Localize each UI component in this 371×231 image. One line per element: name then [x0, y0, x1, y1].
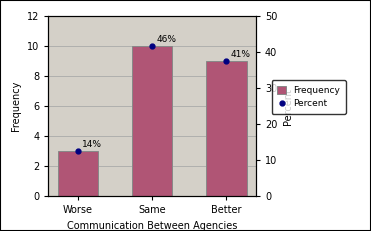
Bar: [206, 61, 247, 196]
Y-axis label: Frequency: Frequency: [11, 81, 21, 131]
Legend: Frequency, Percent: Frequency, Percent: [272, 80, 346, 114]
Bar: [132, 46, 173, 196]
X-axis label: Communication Between Agencies: Communication Between Agencies: [67, 221, 237, 231]
Text: 46%: 46%: [156, 35, 176, 44]
Bar: [58, 151, 98, 196]
Y-axis label: Percent: Percent: [283, 88, 293, 125]
Text: 41%: 41%: [230, 50, 250, 59]
Text: 14%: 14%: [82, 140, 102, 149]
